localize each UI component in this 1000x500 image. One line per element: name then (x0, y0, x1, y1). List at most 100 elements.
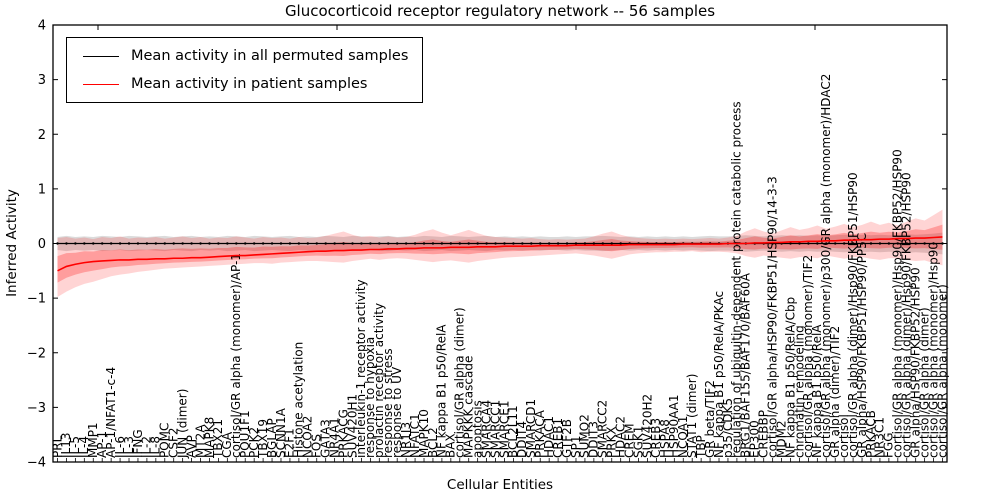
x-tick-label: E2F1 (283, 428, 297, 458)
permuted-marker (851, 242, 855, 245)
x-tick-label: BCL2 (426, 427, 440, 458)
x-tick-label: NF kappa B1 p50/RelA (810, 324, 824, 458)
permuted-marker (333, 242, 336, 245)
permuted-marker (932, 242, 935, 245)
x-tick-label: FGG (882, 433, 896, 459)
permuted-marker (235, 242, 238, 245)
permuted-marker (83, 242, 86, 245)
x-tick-label: cortisol/GR alpha (dimer) (917, 307, 931, 458)
permuted-marker (860, 242, 864, 245)
x-tick-label: STAT1 (dimer) (685, 374, 699, 458)
x-tick-label: SMARCC1 (488, 400, 502, 458)
x-tick-label: AVP (184, 435, 198, 458)
permuted-marker (118, 242, 122, 245)
x-tick-label: POU1F1 (238, 410, 252, 458)
patient-line-sample (83, 83, 119, 85)
permuted-marker (226, 242, 229, 245)
x-tick-label: prolactin receptor activity (372, 303, 386, 458)
x-tick-label: EP300 (748, 420, 762, 458)
x-tick-label: HSP90AA1 (667, 394, 681, 458)
permuted-marker (896, 242, 900, 245)
permuted-marker (610, 242, 613, 245)
permuted-marker (100, 242, 104, 245)
x-tick-label: cortisol (837, 414, 851, 458)
x-tick-label: BAX (444, 433, 458, 458)
chart-title: Glucocorticoid receptor regulatory netwo… (284, 2, 716, 20)
x-tick-label: MAPK10 (417, 409, 431, 458)
permuted-marker (208, 242, 211, 245)
x-tick-label: HDAC2 (613, 416, 627, 458)
x-tick-label: p35/CDK5 (721, 398, 735, 458)
x-tick-label: JUN (dimer) (175, 389, 189, 459)
permuted-marker (521, 242, 524, 245)
legend: Mean activity in all permuted samples Me… (66, 37, 424, 103)
x-tick-label: HDAC1 (542, 416, 556, 458)
x-tick-label: CREBBP (757, 410, 771, 458)
x-tick-label: IL-3 (122, 436, 136, 458)
permuted-marker (136, 242, 140, 245)
permuted-marker (565, 242, 569, 245)
permuted-marker (467, 242, 470, 245)
y-tick-label: −4 (27, 456, 46, 471)
permuted-marker (127, 242, 131, 245)
permuted-marker (413, 242, 417, 245)
x-tick-label: MAPK8 (202, 417, 216, 458)
permuted-marker (574, 242, 578, 245)
x-tick-label: CREM (622, 423, 636, 458)
x-tick-label: DDIT4 (515, 421, 529, 458)
x-tick-label: MDM2 (774, 420, 788, 458)
x-tick-label: cortisol/GR alpha (monomer)/Hsp90 (926, 242, 940, 458)
permuted-marker (798, 242, 801, 245)
permuted-marker (369, 242, 372, 245)
permuted-marker (512, 242, 515, 245)
x-tick-label: AP-1/NFAT1-c-4 (104, 367, 118, 458)
permuted-marker (887, 242, 891, 245)
x-tick-label: CREB3 (649, 418, 663, 458)
x-tick-label: GATA3 (318, 419, 332, 458)
y-tick-label: 2 (38, 128, 46, 143)
x-tick-label: PRKACA (533, 409, 547, 458)
x-tick-label: SGK1 (631, 426, 645, 458)
x-tick-label: response to stress (381, 348, 395, 458)
x-tick-label: cortisol/GR alpha (monomer)/TIF2 (801, 255, 815, 458)
x-tick-label: NR4A1 (327, 417, 341, 458)
x-tick-label: IL-6 (113, 436, 127, 458)
y-tick-label: 4 (38, 19, 46, 34)
x-tick-label: response to hypoxia (363, 337, 377, 458)
x-tick-label: GR alpha/HSP90/FKBP51/HSP90/PP5C (855, 233, 869, 458)
x-tick-label: GR alpha/HSP90/FKBP52/HSP90 (908, 267, 922, 458)
permuted-marker (807, 242, 810, 245)
x-tick-label: PRL (50, 435, 64, 458)
y-tick-label: −2 (27, 346, 46, 361)
permuted-marker (199, 242, 202, 245)
x-tick-label: SCNN1A (274, 407, 288, 458)
x-tick-label: TBP (694, 435, 708, 459)
permuted-marker (252, 242, 256, 245)
permuted-marker (914, 242, 917, 245)
permuted-marker (172, 242, 175, 245)
permuted-marker (539, 242, 542, 245)
x-tick-label: NF kappa B1 p50/RelA (435, 324, 449, 458)
x-tick-label: apoptosis (470, 400, 484, 458)
permuted-marker (825, 242, 828, 245)
x-tick-label: CGA (220, 431, 234, 458)
permuted-marker (181, 242, 184, 245)
x-tick-label: MMP1 (86, 422, 100, 458)
x-tick-label: NCOA2 (301, 416, 315, 458)
legend-entry-permuted: Mean activity in all permuted samples (79, 44, 408, 68)
x-tick-label: GTF2B (560, 419, 574, 458)
x-tick-label: Histone acetylation (292, 342, 306, 458)
permuted-marker (154, 242, 158, 245)
permuted-marker (360, 242, 363, 245)
permuted-marker (878, 242, 882, 245)
x-tick-label: IL-2 (140, 436, 154, 458)
permuted-marker (440, 242, 444, 245)
x-tick-label: MAPKKK cascade (462, 356, 476, 458)
permuted-marker (270, 242, 274, 245)
x-tick-label: cortisol/GR alpha (monomer)/Hsp90/FKBP52… (891, 149, 905, 458)
permuted-marker (449, 242, 453, 245)
permuted-marker (547, 242, 551, 245)
permuted-marker (476, 242, 479, 245)
x-tick-label: GR beta/TIF2 (703, 380, 717, 458)
permuted-marker (834, 242, 837, 245)
